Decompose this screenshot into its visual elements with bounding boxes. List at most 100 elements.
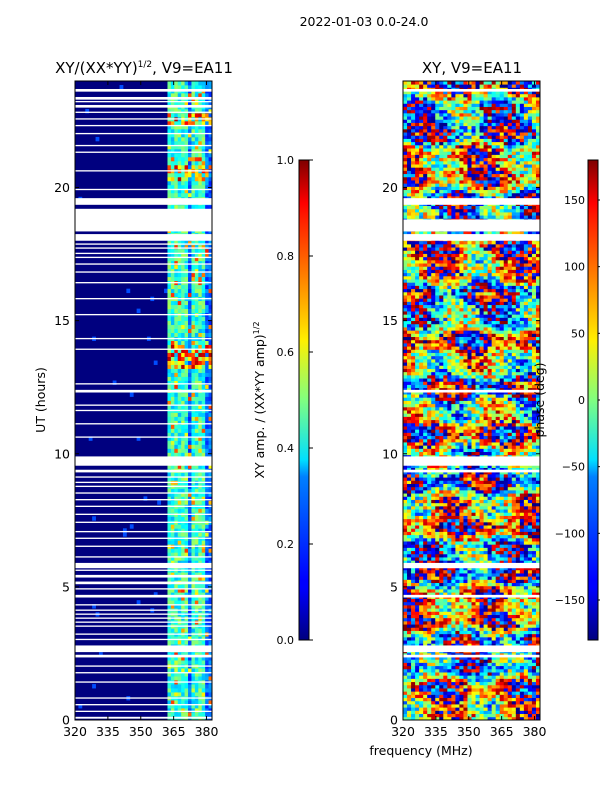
amplitude-cell [201,124,206,130]
phase-cell [487,547,493,552]
phase-cell [515,518,521,523]
amplitude-cell [191,300,196,306]
amplitude-cell [181,488,185,493]
amplitude-cell [177,528,182,533]
amplitude-cell [170,92,175,98]
amplitude-cell [184,368,189,373]
phase-cell [443,630,448,635]
amplitude-cell [170,100,175,106]
amplitude-cell [198,328,203,333]
phase-cell [431,624,436,628]
phase-cell [515,557,521,561]
phase-cell [443,684,448,689]
amplitude-cell [184,692,189,697]
phase-cell [515,643,521,647]
phase-cell [463,553,468,558]
phase-cell [471,636,476,641]
amplitude-cell [191,128,196,134]
phase-cell [527,662,533,667]
phase-cell [467,521,472,526]
phase-cell [451,598,456,603]
phase-cell [423,716,428,721]
phase-cell [411,652,416,657]
phase-cell [527,518,533,523]
phase-cell [475,467,480,472]
phase-cell [535,496,541,500]
amplitude-cell [181,184,185,190]
phase-cell [511,684,517,689]
phase-cell [435,579,440,584]
amplitude-cell [208,256,213,262]
amplitude-cell [181,392,185,397]
amplitude-cell [201,244,206,250]
phase-cell [495,678,501,683]
amplitude-cell [184,452,189,457]
phase-cell [523,480,529,484]
phase-cell [451,601,456,606]
amplitude-cell [191,188,196,194]
amplitude-cell [201,556,206,561]
phase-cell [403,467,408,472]
phase-cell [491,483,497,488]
phase-cell [483,652,489,657]
phase-cell [471,576,476,580]
phase-cell [411,512,416,516]
phase-cell [491,470,497,475]
amplitude-cell [194,148,199,154]
phase-cell [427,707,432,711]
phase-cell [403,537,408,542]
amplitude-colorbar-gradient [298,159,310,641]
amplitude-cell [208,240,213,246]
phase-cell [535,512,541,516]
phase-cell [519,707,525,711]
phase-cell [447,620,452,625]
amplitude-cell [181,172,185,178]
amplitude-cell [201,248,206,254]
amplitude-cell [198,284,203,290]
y-tick-label: 10 [54,446,70,461]
phase-cell [471,684,476,689]
phase-cell [431,525,436,529]
phase-cell [535,521,541,526]
phase-cell [511,659,517,663]
amplitude-cell [191,436,196,441]
phase-cell [463,710,468,714]
phase-cell [407,505,412,510]
amplitude-cell [177,444,182,449]
phase-cell [511,640,517,644]
amplitude-cell [205,188,209,194]
phase-cell [411,640,416,644]
phase-cell [527,489,533,494]
amplitude-cell [184,700,189,705]
amplitude-cell [208,316,213,322]
amplitude-cell [181,640,185,645]
amplitude-cell [208,132,213,138]
amplitude-cell [184,132,189,138]
amplitude-cell [174,676,179,681]
phase-cell [531,521,537,526]
amplitude-cell [184,360,189,365]
phase-cell [427,573,432,577]
phase-cell [419,569,424,574]
phase-cell [423,547,428,552]
phase-cell [407,537,412,542]
amplitude-cell [167,164,172,170]
phase-cell [407,704,412,708]
phase-cell [483,704,489,708]
phase-cell [435,550,440,555]
amplitude-cell [167,360,172,365]
amplitude-cell [194,332,199,337]
phase-cell [503,697,509,702]
phase-cell [467,636,472,641]
amplitude-cell [194,656,199,661]
phase-cell [459,691,464,695]
phase-cell [435,509,440,513]
amplitude-cell [201,488,206,493]
phase-cell [515,611,521,615]
amplitude-cell [167,120,172,126]
phase-cell [431,521,436,526]
amplitude-cell [184,160,189,166]
phase-cell [471,710,476,714]
amplitude-cell [201,292,206,298]
